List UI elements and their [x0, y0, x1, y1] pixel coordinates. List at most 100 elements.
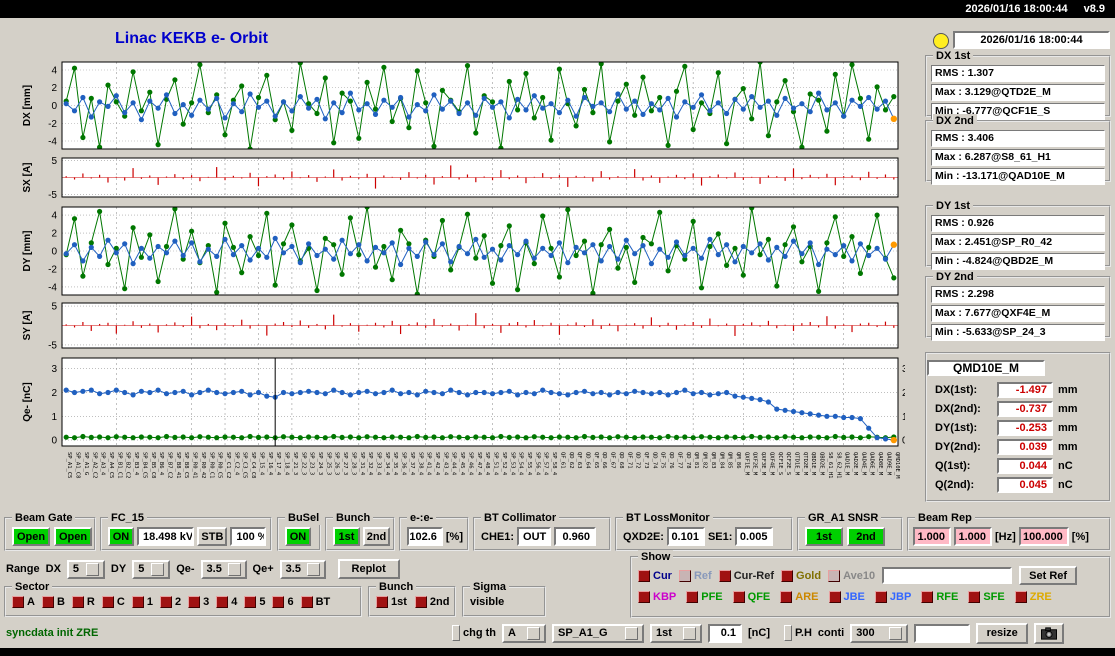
chg-th-toggle[interactable]: chg th	[452, 625, 496, 641]
stat-min: Min : -13.171@QAD10E_M	[931, 168, 1105, 185]
show-checkbox-rfe[interactable]: RFE	[921, 591, 958, 603]
resize-button[interactable]: resize	[976, 622, 1029, 644]
range-qem-select[interactable]: 3.5	[200, 559, 247, 579]
svg-text:QD_66: QD_66	[601, 452, 607, 469]
device-select[interactable]: SP_A1_G	[552, 623, 644, 643]
ee-ratio-label: e-:e-	[407, 511, 437, 525]
ph-toggle[interactable]: P.H	[784, 625, 812, 641]
show-checkbox-gold[interactable]: Gold	[781, 569, 821, 582]
show-checkbox-zre[interactable]: ZRE	[1014, 591, 1052, 603]
se1-field: 0.005	[735, 527, 774, 546]
show-checkbox-kbp[interactable]: KBP	[638, 591, 676, 603]
show-checkbox-ave10[interactable]: Ave10	[828, 569, 875, 582]
bunch-select[interactable]: 1st	[650, 623, 702, 643]
busel-on-button[interactable]: ON	[285, 527, 311, 546]
svg-text:QF_65: QF_65	[593, 452, 599, 469]
show-checkbox-pfe[interactable]: PFE	[686, 591, 723, 603]
range-qep-select[interactable]: 3.5	[279, 559, 326, 579]
ref-name-input[interactable]	[882, 567, 1013, 584]
monitor-row-unit: nC	[1058, 478, 1073, 491]
checkbox-label: B	[56, 596, 65, 608]
sector-checkbox-2[interactable]: 2	[159, 596, 182, 608]
show-checkbox-ref[interactable]: Ref	[678, 569, 712, 582]
extra-input[interactable]	[914, 623, 971, 643]
replot-button[interactable]: Replot	[337, 559, 400, 579]
checkbox-label: C	[116, 596, 125, 608]
svg-text:SP_36_4: SP_36_4	[401, 452, 407, 476]
beam-gate-open1-button[interactable]: Open	[12, 527, 50, 546]
range-dy-select[interactable]: 5	[132, 559, 171, 579]
checkbox-icon	[12, 596, 24, 608]
svg-text:SP_58_4: SP_58_4	[551, 452, 557, 476]
sector-checkbox-5[interactable]: 5	[244, 596, 265, 608]
gr-snsr-1st-button[interactable]: 1st	[805, 527, 843, 546]
checkbox-icon	[414, 596, 427, 608]
sigma-visible-toggle[interactable]: visible	[470, 596, 505, 608]
timestamp-box: 2026/01/16 18:00:44	[953, 31, 1110, 49]
sector-checkbox-bt[interactable]: BT	[300, 596, 330, 608]
svg-text:SP_43_4: SP_43_4	[442, 452, 448, 476]
dropdown-handle-icon	[151, 562, 165, 576]
show-checkbox-qfe[interactable]: QFE	[732, 591, 770, 603]
interval-select[interactable]: 300	[850, 623, 909, 643]
threshold-field[interactable]: 0.1	[708, 623, 742, 643]
beam-gate-open2-button[interactable]: Open	[54, 527, 92, 546]
gr-snsr-2nd-button[interactable]: 2nd	[847, 527, 885, 546]
checkbox-label: 1st	[391, 596, 407, 608]
svg-text:S8_62_H1: S8_62_H1	[835, 452, 841, 479]
stat-rms: RMS : 0.926	[931, 215, 1105, 232]
svg-text:QF_73: QF_73	[643, 452, 649, 469]
checkbox-label: 2	[174, 596, 182, 608]
svg-text:DX [mm]: DX [mm]	[22, 85, 33, 126]
sector-checkbox-1[interactable]: 1	[131, 596, 153, 608]
sector-checkbox-a[interactable]: A	[12, 596, 35, 608]
range-qem-label: Qe-	[176, 563, 195, 575]
show-checkbox-are[interactable]: ARE	[780, 591, 819, 603]
svg-text:SP_52_4: SP_52_4	[501, 452, 507, 476]
fc15-kv-field[interactable]: 18.498 kV	[137, 527, 195, 546]
svg-text:SP_B6_4: SP_B6_4	[158, 452, 164, 476]
monitor-row-label: DY(2nd):	[935, 440, 981, 453]
svg-text:SP_38_4: SP_38_4	[417, 452, 423, 476]
sector-checkbox-b[interactable]: B	[41, 596, 65, 608]
conti-toggle[interactable]: conti	[817, 627, 845, 639]
stat-min: Min : -5.633@SP_24_3	[931, 324, 1105, 341]
show-checkbox-jbe[interactable]: JBE	[828, 591, 865, 603]
che1-field[interactable]: OUT	[517, 527, 552, 546]
bunch-checkbox-1st[interactable]: 1st	[376, 596, 407, 608]
fc15-pct-field[interactable]: 100 %	[230, 527, 266, 546]
sector-checkbox-3[interactable]: 3	[188, 596, 209, 608]
sector-checkbox-4[interactable]: 4	[216, 596, 237, 608]
svg-text:SP_24_3: SP_24_3	[317, 452, 323, 475]
show-checkbox-cur[interactable]: Cur	[638, 569, 672, 582]
monitor-box: QMD10E_M DX(1st): -1.497 mm DX(2nd): -0.737 m…	[925, 352, 1111, 502]
range-dx-select[interactable]: 5	[66, 559, 105, 579]
monitor-title: QMD10E_M	[927, 360, 1045, 376]
beam-rep-group: Beam Rep 1.000 1.000 [Hz] 100.000 [%]	[907, 511, 1111, 551]
bunch-1st-button[interactable]: 1st	[333, 527, 360, 546]
svg-text:SP_B2_C2: SP_B2_C2	[125, 452, 131, 479]
toggle-icon	[452, 625, 460, 641]
show-checkbox-jbp[interactable]: JBP	[874, 591, 911, 603]
sector-checkbox-c[interactable]: C	[101, 596, 125, 608]
svg-text:0: 0	[902, 436, 905, 447]
group-select[interactable]: A	[502, 623, 546, 643]
stat-rms: RMS : 1.307	[931, 65, 1105, 82]
fc15-stb-button[interactable]: STB	[197, 527, 228, 546]
fc15-on-button[interactable]: ON	[108, 527, 134, 546]
monitor-row-value: -1.497	[997, 381, 1053, 398]
show-checkbox-cur-ref[interactable]: Cur-Ref	[718, 569, 774, 582]
snapshot-button[interactable]	[1034, 622, 1065, 644]
beam-rep-v1-field: 1.000	[913, 527, 951, 546]
sector-checkbox-6[interactable]: 6	[272, 596, 294, 608]
sigma-group: Sigma visible	[462, 580, 546, 617]
bunch-checkbox-2nd[interactable]: 2nd	[414, 596, 449, 608]
monitor-row-label: DX(2nd):	[935, 402, 981, 415]
bunch-2nd-button[interactable]: 2nd	[363, 527, 390, 546]
sector-checkbox-r[interactable]: R	[71, 596, 95, 608]
beam-gate-group: Beam Gate Open Open	[4, 511, 96, 551]
svg-text:SP_37_4: SP_37_4	[409, 452, 415, 476]
svg-text:0: 0	[51, 436, 57, 447]
set-ref-button[interactable]: Set Ref	[1019, 566, 1078, 585]
show-checkbox-sfe[interactable]: SFE	[968, 591, 1005, 603]
